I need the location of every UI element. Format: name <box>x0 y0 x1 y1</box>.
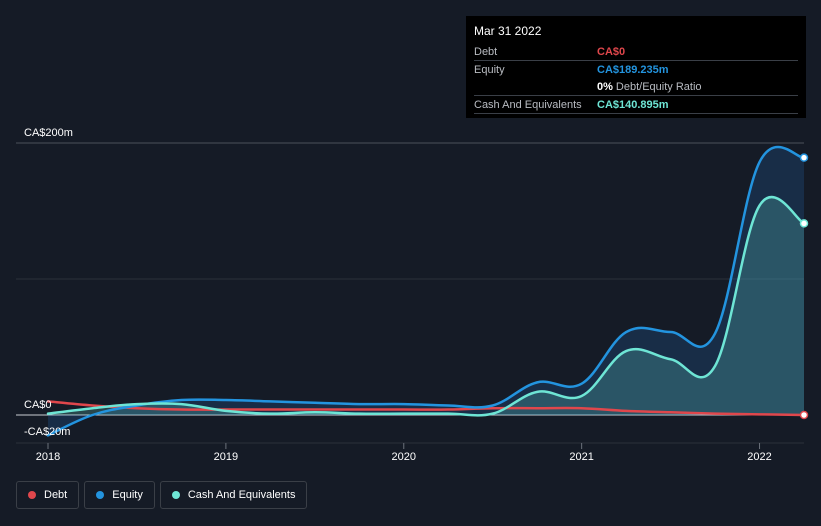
tooltip-panel: Mar 31 2022 Debt CA$0 Equity CA$189.235m… <box>466 16 806 118</box>
tooltip-ratio-value: 0% <box>597 80 613 93</box>
tooltip-row-debt: Debt CA$0 <box>474 43 798 61</box>
legend-label-cash: Cash And Equivalents <box>187 489 296 501</box>
tooltip-equity-value: CA$189.235m <box>597 63 669 76</box>
legend-item-cash[interactable]: Cash And Equivalents <box>159 481 308 509</box>
legend-dot-equity <box>96 491 105 499</box>
end-marker-debt <box>799 410 809 420</box>
tooltip-ratio-label: Debt/Equity Ratio <box>615 80 702 93</box>
tooltip-debt-value: CA$0 <box>597 45 626 58</box>
legend-label-debt: Debt <box>44 489 68 501</box>
tooltip-date: Mar 31 2022 <box>474 24 542 38</box>
chart-areas <box>48 146 804 436</box>
tooltip-cash-label: Cash And Equivalents <box>474 98 582 111</box>
area-equity <box>48 146 804 436</box>
x-tick-label: 2020 <box>392 451 416 463</box>
y-axis-labels: CA$200m CA$0 -CA$20m <box>24 127 73 438</box>
legend-item-equity[interactable]: Equity <box>84 481 155 509</box>
series-line-debt <box>46 400 806 417</box>
x-tick-label: 2021 <box>569 451 593 463</box>
area-cash-and-equivalents <box>48 197 804 416</box>
chart-gridlines <box>16 142 804 444</box>
legend-item-debt[interactable]: Debt <box>16 481 80 509</box>
end-marker-cash-and-equivalents <box>799 219 809 228</box>
x-tick-label: 2019 <box>214 451 238 463</box>
tooltip-row-cash: Cash And Equivalents CA$140.895m <box>474 96 798 114</box>
tooltip-cash-value: CA$140.895m <box>597 98 669 111</box>
legend-dot-debt <box>28 491 36 499</box>
x-axis-labels: 2018 2019 2020 2021 2022 <box>36 443 772 463</box>
series-line-equity <box>46 145 806 437</box>
chart-end-markers <box>799 153 809 420</box>
x-tick-label: 2018 <box>36 451 60 463</box>
y-tick-label: -CA$20m <box>24 426 70 438</box>
tooltip-debt-label: Debt <box>474 45 498 58</box>
series-line-cash-and-equivalents <box>46 195 806 417</box>
tooltip-row-ratio: 0% Debt/Equity Ratio <box>474 78 798 96</box>
legend-dot-cash <box>171 491 180 499</box>
chart-lines <box>46 145 806 437</box>
legend-label-equity: Equity <box>112 489 143 501</box>
tooltip-equity-label: Equity <box>474 63 505 76</box>
y-tick-label: CA$200m <box>24 127 73 139</box>
y-tick-label: CA$0 <box>24 399 52 411</box>
chart-legend: Debt Equity Cash And Equivalents <box>16 481 308 509</box>
end-marker-equity <box>799 153 809 162</box>
x-tick-label: 2022 <box>747 451 771 463</box>
tooltip-row-equity: Equity CA$189.235m <box>474 61 798 78</box>
